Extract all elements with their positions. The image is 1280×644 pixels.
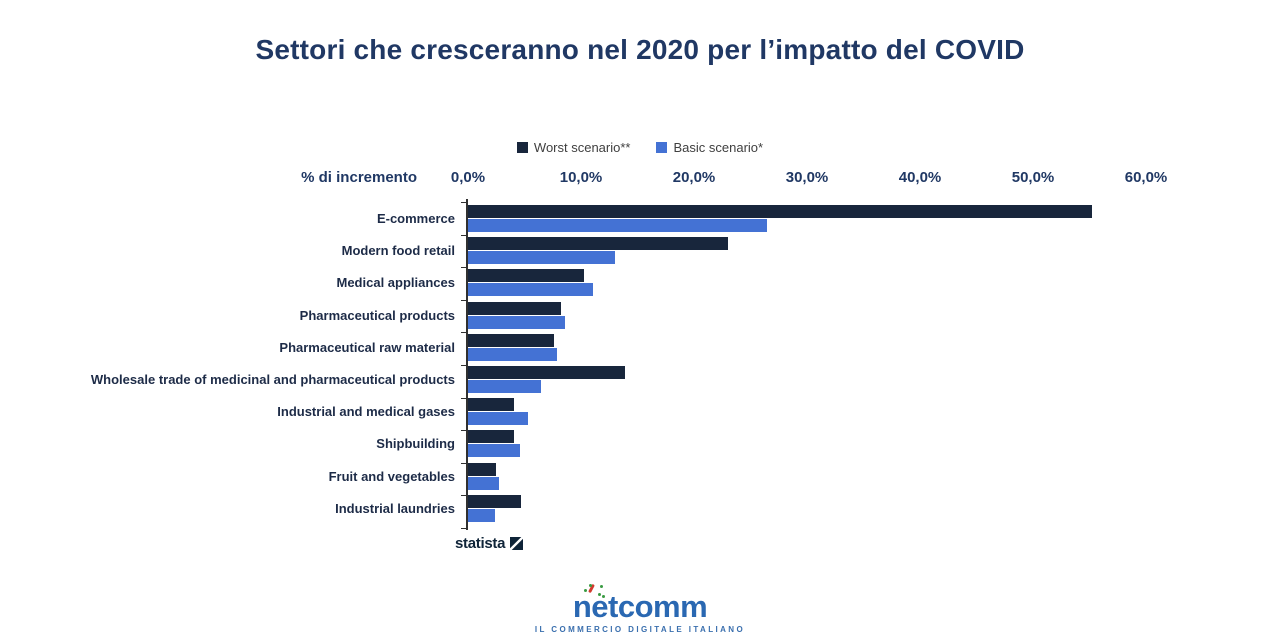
x-tick-label: 20,0% [672,169,716,186]
basic-scenario-bar [468,251,615,265]
bar-area [468,398,1146,426]
basic-scenario-bar [468,219,768,232]
netcomm-logo-rest: tcomm [608,589,708,624]
bar-area [468,301,1146,329]
worst-scenario-bar [468,494,522,508]
chart-title: Settori che cresceranno nel 2020 per l’i… [255,34,1025,65]
axis-tick [461,267,466,269]
x-axis-tick-labels: 0,0% 10,0% 20,0% 30,0% 40,0% 50,0% 60,0% [451,169,1167,189]
category-label: Fruit and vegetables [328,468,455,484]
statista-logo: statista [455,535,524,552]
basic-scenario-bar [468,283,594,297]
basic-scenario-bar [468,444,520,458]
bar-area [468,430,1146,458]
x-tick-label: 40,0% [898,169,942,186]
legend-item: Basic scenario* [656,140,763,155]
chart-row: Wholesale trade of medicinal and pharmac… [0,365,1280,398]
axis-tick [461,397,466,399]
worst-scenario-bar [468,205,1092,218]
category-label: E-commerce [376,211,455,226]
axis-tick [461,234,466,236]
netcomm-subtitle: IL COMMERCIO DIGITALE ITALIANO [534,625,746,634]
chart-legend: Worst scenario** Basic scenario* [0,140,1280,155]
basic-scenario-bar [468,347,558,361]
worst-scenario-bar [468,237,728,251]
chart-row: Industrial and medical gases [0,398,1280,430]
worst-scenario-bar [468,398,515,412]
category-label: Medical appliances [336,275,456,291]
y-axis-line [466,199,468,530]
chart-row: Modern food retail [0,237,1280,269]
worst-scenario-bar [468,365,626,379]
chart-row: Medical appliances [0,269,1280,301]
netcomm-green-dots-icon [598,593,602,596]
chart-rows: E-commerce Modern food retail Medical appl… [0,205,1280,527]
statista-logo-text: statista [455,535,506,552]
chart-row: Fruit and vegetables [0,462,1280,495]
netcomm-logo-e: e [588,583,609,622]
netcomm-logo-text: n etcomm [572,583,708,624]
bar-area [468,494,1146,522]
bar-area [468,365,1146,393]
chart-row: Pharmaceutical products [0,301,1280,334]
worst-scenario-bar [468,269,585,283]
netcomm-logo: n etcomm IL COMMERCIO DIGITALE ITALIANO [0,583,1280,634]
basic-scenario-bar [468,508,496,522]
category-label: Industrial laundries [335,500,455,516]
legend-swatch-icon [516,142,528,153]
category-label: Industrial and medical gases [277,404,455,420]
category-label: Shipbuilding [376,436,455,452]
x-tick-label: 60,0% [1124,169,1168,186]
worst-scenario-bar [468,301,561,315]
basic-scenario-bar [468,315,566,329]
bar-area [468,237,1146,265]
chart-row: Pharmaceutical raw material [0,333,1280,366]
chart-row: E-commerce [0,205,1280,237]
x-tick-label: 50,0% [1011,169,1055,186]
bar-area [468,269,1146,297]
basic-scenario-bar [468,379,542,393]
x-axis-header: % di incremento 0,0% 10,0% 20,0% 30,0% 40,0%… [0,169,1280,189]
axis-tick [461,495,466,497]
x-tick-label: 30,0% [785,169,829,186]
x-tick-label: 10,0% [559,169,603,186]
worst-scenario-bar [468,333,554,347]
axis-tick [461,365,466,366]
legend-label: Worst scenario** [533,140,631,155]
axis-tick [461,332,466,334]
bar-area [468,205,1146,232]
netcomm-logo-n: n [572,589,592,624]
legend-swatch-icon [656,142,668,153]
axis-tick [461,528,466,529]
axis-tick [461,462,466,464]
category-label: Pharmaceutical products [299,307,455,323]
legend-label: Basic scenario* [673,140,764,155]
worst-scenario-bar [468,462,497,476]
basic-scenario-bar [468,412,528,426]
worst-scenario-bar [468,430,515,444]
bar-area [468,333,1146,361]
y-axis-ticks [461,202,466,530]
basic-scenario-bar [468,476,499,490]
axis-tick [461,202,466,203]
x-axis-title: % di incremento [301,169,417,186]
x-tick-label: 0,0% [450,169,486,186]
category-label: Modern food retail [341,243,455,259]
chart-row: Shipbuilding [0,430,1280,462]
statista-logo-icon [510,537,524,550]
legend-item: Worst scenario** [516,140,631,155]
axis-tick [461,299,466,301]
chart-row: Industrial laundries [0,494,1280,527]
category-label: Wholesale trade of medicinal and pharmac… [90,371,455,387]
category-label: Pharmaceutical raw material [279,339,455,355]
axis-tick [461,430,466,432]
bar-area [468,462,1146,490]
